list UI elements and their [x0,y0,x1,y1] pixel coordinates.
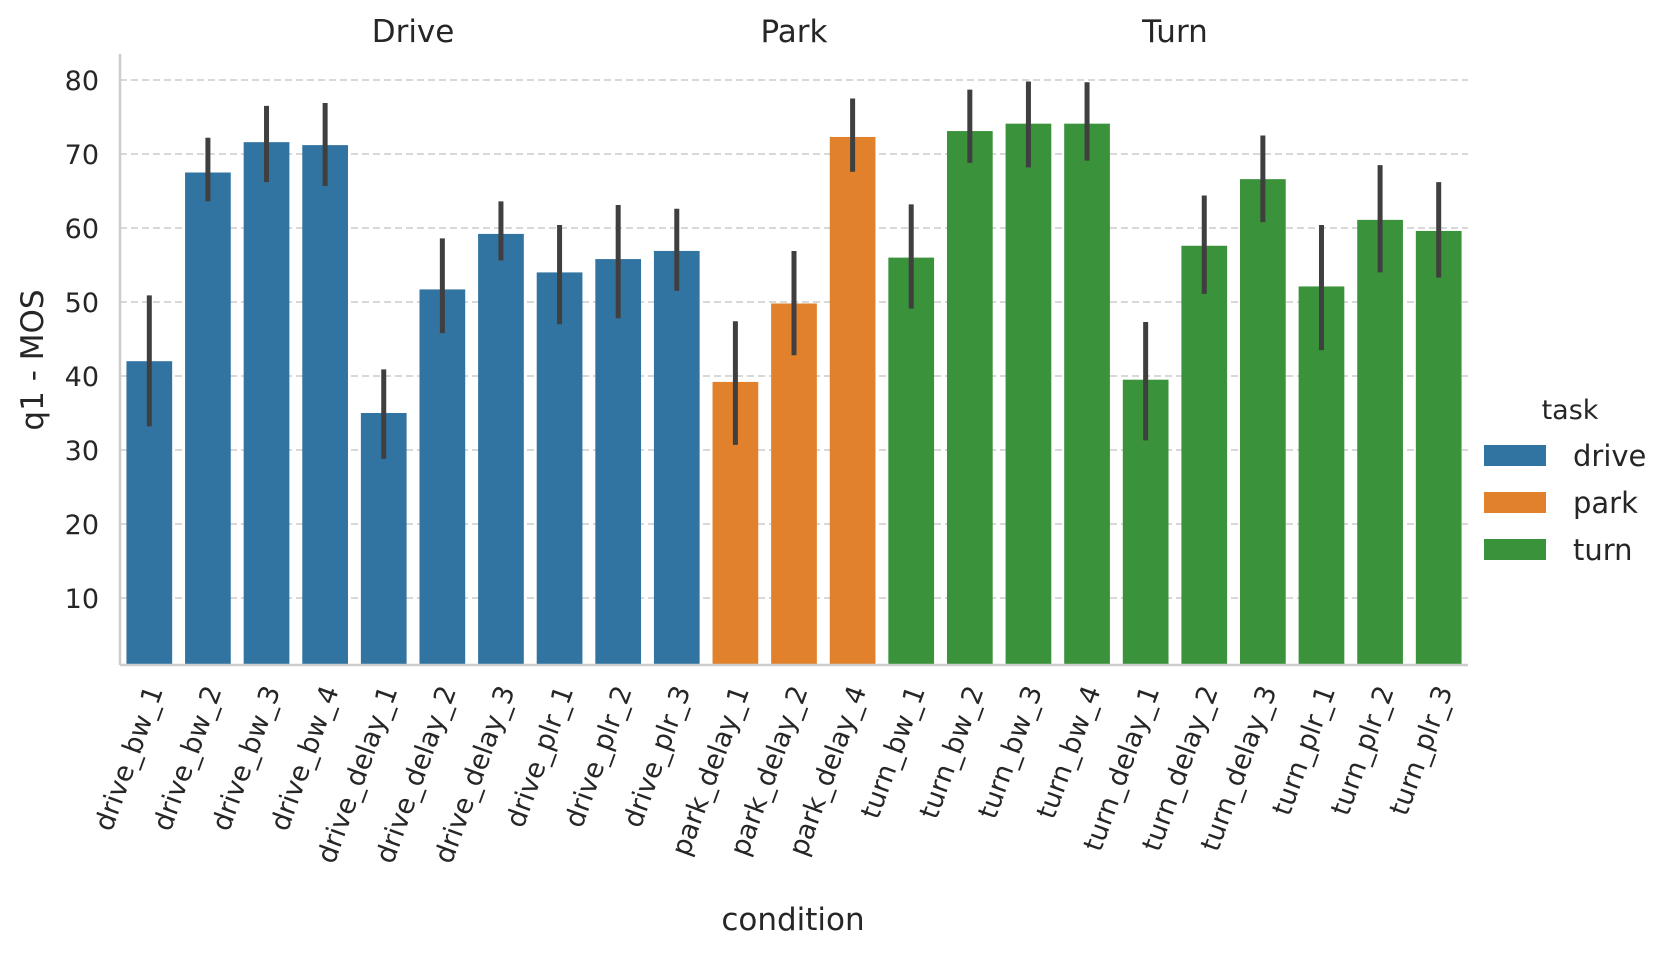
legend-label-park: park [1573,486,1638,520]
y-tick-labels: 10 20 30 40 50 60 70 80 [65,66,99,615]
bar-turn_bw_3 [1005,123,1052,665]
bar-turn_plr_3 [1415,230,1462,665]
bar-park_delay_2 [771,303,817,665]
bar-park_delay_4 [829,136,876,666]
x-tick-labels: drive_bw_1drive_bw_2drive_bw_3drive_bw_4… [89,682,1459,868]
bar-drive_plr_2 [595,259,642,665]
legend-label-turn: turn [1573,533,1633,567]
bar-turn_bw_1 [888,257,935,665]
legend-swatch-turn [1484,539,1546,560]
x-axis-title: condition [721,902,864,938]
bar-turn_bw_2 [946,131,993,665]
bar-turn_bw_4 [1064,123,1110,665]
y-tick-label: 70 [65,140,99,171]
bar-drive_bw_3 [243,142,290,665]
axes [118,54,1468,667]
bar-drive_delay_3 [478,233,524,666]
bar-drive_bw_4 [302,145,348,665]
y-tick-label: 40 [65,362,99,393]
bar-turn_delay_3 [1240,179,1286,665]
legend-title: task [1542,395,1599,426]
group-title-park: Park [761,14,828,50]
bar-turn_delay_2 [1181,245,1228,665]
group-title-drive: Drive [372,14,455,50]
y-tick-label: 30 [65,436,99,467]
y-tick-label: 10 [65,584,99,615]
bar-drive_bw_2 [185,172,231,665]
y-tick-label: 80 [65,66,99,97]
y-tick-label: 60 [65,214,99,245]
bar-turn_plr_2 [1357,219,1403,666]
bar-drive_delay_2 [419,289,466,665]
y-tick-label: 20 [65,510,99,541]
y-tick-label: 50 [65,288,99,319]
bar-drive_plr_3 [653,250,700,665]
legend-label-drive: drive [1573,439,1646,473]
legend-swatch-park [1484,492,1546,513]
bar-drive_plr_1 [536,272,583,665]
legend: task drive park turn [1484,395,1646,567]
group-title-turn: Turn [1141,14,1208,50]
group-titles: Drive Park Turn [372,14,1208,50]
legend-swatch-drive [1484,445,1546,466]
y-axis-title: q1 - MOS [15,289,51,430]
error-bars-layer [146,81,1442,459]
